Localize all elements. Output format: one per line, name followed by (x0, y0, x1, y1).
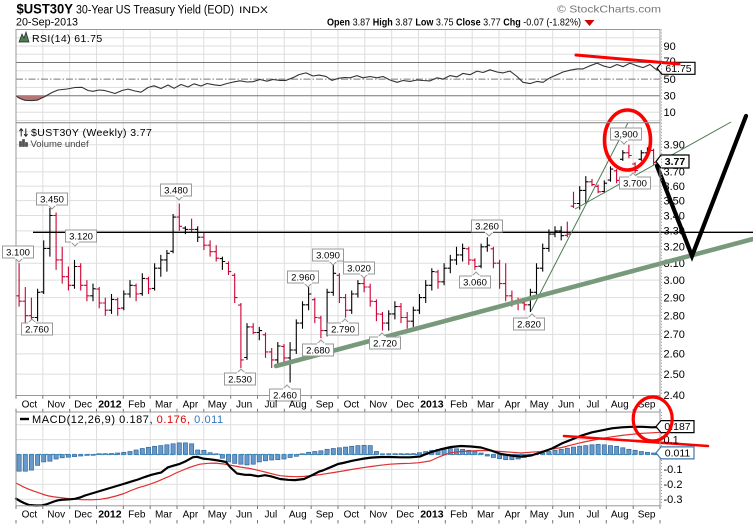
svg-text:90: 90 (664, 41, 676, 53)
svg-text:MACD(12,26,9) 0.187, 0.176, 0.: MACD(12,26,9) 0.187, 0.176, 0.011 (32, 414, 224, 426)
svg-text:Nov: Nov (369, 510, 387, 521)
svg-text:May: May (530, 510, 549, 521)
svg-text:Feb: Feb (128, 400, 146, 411)
svg-text:Apr: Apr (505, 510, 521, 521)
svg-text:2.960: 2.960 (291, 273, 315, 284)
svg-text:2.40: 2.40 (664, 390, 685, 402)
svg-text:2.790: 2.790 (331, 325, 355, 336)
svg-text:3.020: 3.020 (347, 264, 371, 275)
svg-text:Oct: Oct (22, 400, 38, 411)
svg-text:3.060: 3.060 (463, 278, 487, 289)
svg-text:Aug: Aug (611, 400, 629, 411)
svg-text:3.77: 3.77 (665, 156, 686, 168)
svg-text:Aug: Aug (289, 510, 307, 521)
svg-text:Oct: Oct (22, 510, 38, 521)
svg-text:61.75: 61.75 (665, 63, 691, 75)
svg-text:3,900: 3,900 (614, 130, 638, 141)
svg-text:Dec: Dec (396, 510, 414, 521)
svg-text:$UST30Y: $UST30Y (17, 2, 74, 17)
svg-text:Open 3.87 High 3.87 Low 3.75: Open 3.87 High 3.87 Low 3.75 Close 3.77 … (327, 17, 581, 29)
svg-text:Jul: Jul (265, 510, 278, 521)
svg-text:3.70: 3.70 (664, 167, 685, 179)
svg-text:Jul: Jul (587, 510, 600, 521)
svg-text:May: May (530, 400, 549, 411)
svg-text:2.460: 2.460 (273, 391, 297, 402)
svg-text:Jun: Jun (236, 400, 252, 411)
svg-text:Feb: Feb (128, 510, 146, 521)
svg-text:2.90: 2.90 (664, 292, 685, 304)
svg-text:Nov: Nov (47, 400, 65, 411)
svg-text:Sep: Sep (638, 510, 656, 521)
svg-text:2013: 2013 (420, 399, 444, 411)
svg-text:3.450: 3.450 (40, 195, 64, 206)
svg-text:2.820: 2.820 (517, 320, 541, 331)
svg-text:Apr: Apr (505, 400, 521, 411)
svg-text:May: May (208, 400, 227, 411)
svg-text:2.720: 2.720 (373, 339, 397, 350)
svg-text:Feb: Feb (450, 510, 468, 521)
svg-text:Nov: Nov (47, 510, 65, 521)
svg-text:$UST30Y (Weekly) 3.77: $UST30Y (Weekly) 3.77 (31, 127, 152, 139)
svg-text:Apr: Apr (183, 510, 199, 521)
svg-text:May: May (208, 510, 227, 521)
svg-text:Dec: Dec (74, 510, 92, 521)
svg-text:2.80: 2.80 (664, 311, 685, 323)
svg-text:2012: 2012 (98, 509, 122, 521)
svg-text:INDX: INDX (239, 5, 268, 15)
svg-text:Mar: Mar (155, 510, 173, 521)
svg-text:3.120: 3.120 (69, 232, 93, 243)
svg-text:Jul: Jul (587, 400, 600, 411)
svg-text:Sep: Sep (638, 400, 656, 411)
svg-text:Oct: Oct (344, 510, 360, 521)
svg-text:Nov: Nov (369, 400, 387, 411)
svg-text:Mar: Mar (155, 400, 173, 411)
svg-text:3.60: 3.60 (664, 181, 685, 193)
svg-text:Sep: Sep (316, 510, 334, 521)
svg-text:Aug: Aug (611, 510, 629, 521)
svg-text:2012: 2012 (98, 399, 122, 411)
svg-text:10: 10 (664, 107, 676, 119)
svg-text:2.50: 2.50 (664, 369, 685, 381)
svg-text:20-Sep-2013: 20-Sep-2013 (16, 17, 78, 29)
svg-text:3.700: 3.700 (623, 179, 647, 190)
svg-text:Dec: Dec (396, 400, 414, 411)
svg-text:Sep: Sep (316, 400, 334, 411)
svg-text:Dec: Dec (74, 400, 92, 411)
svg-text:Mar: Mar (477, 510, 495, 521)
svg-text:2.70: 2.70 (664, 329, 685, 341)
svg-text:Feb: Feb (450, 400, 468, 411)
svg-text:2.760: 2.760 (25, 325, 49, 336)
svg-text:0.011: 0.011 (665, 447, 691, 459)
svg-text:Apr: Apr (183, 400, 199, 411)
svg-text:Jun: Jun (236, 510, 252, 521)
svg-text:3.20: 3.20 (664, 242, 685, 254)
svg-text:30: 30 (664, 91, 676, 103)
svg-text:© StockCharts.com: © StockCharts.com (557, 4, 661, 16)
svg-text:2.530: 2.530 (228, 375, 252, 386)
svg-text:RSI(14) 61.75: RSI(14) 61.75 (32, 33, 103, 45)
svg-text:3.90: 3.90 (664, 140, 685, 152)
svg-text:3.00: 3.00 (664, 275, 685, 287)
svg-text:Jun: Jun (558, 400, 574, 411)
svg-text:0.1: 0.1 (664, 434, 679, 446)
svg-text:2.680: 2.680 (306, 346, 330, 357)
svg-text:Jun: Jun (558, 510, 574, 521)
svg-text:-0.3: -0.3 (664, 494, 683, 506)
svg-text:Mar: Mar (477, 400, 495, 411)
svg-text:Jul: Jul (265, 400, 278, 411)
svg-text:30-Year US Treasury Yield (EOD: 30-Year US Treasury Yield (EOD) (76, 5, 234, 17)
svg-text:2013: 2013 (420, 509, 444, 521)
svg-text:-0.2: -0.2 (664, 479, 683, 491)
svg-text:Aug: Aug (289, 400, 307, 411)
svg-text:3.090: 3.090 (316, 251, 340, 262)
svg-text:2.60: 2.60 (664, 349, 685, 361)
svg-text:3.480: 3.480 (164, 186, 188, 197)
svg-text:3.100: 3.100 (6, 248, 30, 259)
svg-text:Volume undef: Volume undef (31, 139, 89, 150)
svg-text:-0.1: -0.1 (664, 464, 683, 476)
svg-text:50: 50 (664, 74, 676, 86)
svg-text:Oct: Oct (344, 400, 360, 411)
svg-text:3.260: 3.260 (475, 222, 499, 233)
